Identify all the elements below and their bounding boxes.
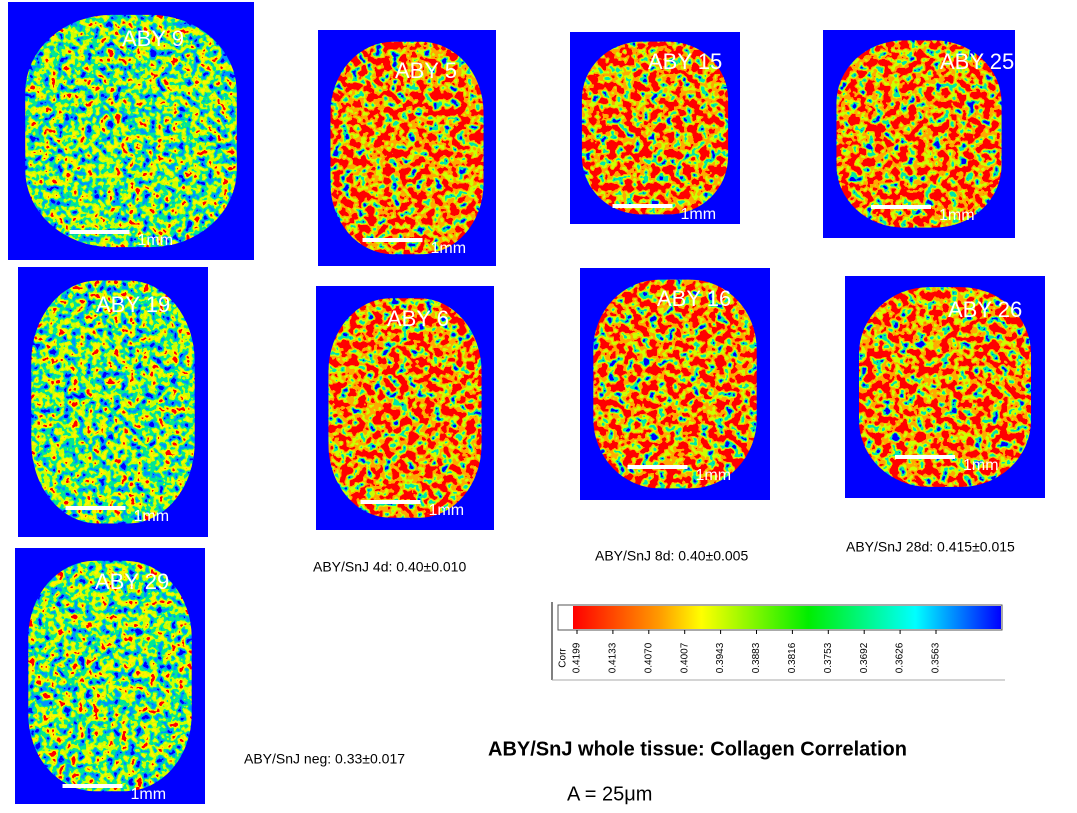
colorbar-ticks: 0.4199 0.4133 0.4070 0.4007 0.3943 0.3883 0.38… <box>572 630 942 673</box>
caption: ABY/SnJ 28d: 0.415±0.015 <box>846 539 1015 555</box>
title: ABY/SnJ whole tissue: Collagen Correlati… <box>488 738 907 760</box>
tissue-map <box>593 280 756 489</box>
colorbar: Corr 0.4199 0.4133 0.4070 0.4007 0.3943 0.388… <box>552 602 1005 680</box>
tissue-panel: ABY 26 1mm <box>845 276 1045 498</box>
tissue-panel: ABY 6 1mm <box>316 286 494 530</box>
tissue-panel: ABY 19 1mm <box>18 267 208 537</box>
colorbar-tick-label: 0.3883 <box>751 642 762 673</box>
colorbar-tick-label: 0.3943 <box>715 642 726 673</box>
panel-label: ABY 15 <box>648 49 722 74</box>
tissue-panel: ABY 16 1mm <box>580 268 770 500</box>
colorbar-tick-label: 0.3816 <box>787 642 798 673</box>
scale-label: 1mm <box>696 467 732 484</box>
tissue-panel: ABY 25 1mm <box>823 30 1015 238</box>
tissue-panel: ABY 9 1mm <box>8 2 254 260</box>
scale-label: 1mm <box>431 240 467 257</box>
colorbar-label: Corr <box>558 648 569 668</box>
scale-label: 1mm <box>939 207 975 224</box>
colorbar-tick-label: 0.3753 <box>823 642 834 673</box>
page: {"panels": [ {"label": "ABY 9", "scale_l… <box>0 0 1077 813</box>
scale-label: 1mm <box>963 457 999 474</box>
panels: ABY 9 1mm ABY 19 1mm ABY 29 1mm ABY 5 1mm ABY 6 1… <box>8 2 1045 804</box>
scale-label: 1mm <box>138 232 174 249</box>
panel-label: ABY 16 <box>657 286 731 311</box>
tissue-map <box>31 281 194 524</box>
tissue-panel: ABY 5 1mm <box>318 30 496 266</box>
figure: ABY 9 1mm ABY 19 1mm ABY 29 1mm ABY 5 1mm ABY 6 1… <box>0 0 1077 813</box>
caption: ABY/SnJ 4d: 0.40±0.010 <box>313 559 466 575</box>
panel-label: ABY 25 <box>940 49 1014 74</box>
panel-label: ABY 26 <box>948 297 1022 322</box>
colorbar-tick-label: 0.4199 <box>572 642 583 673</box>
colorbar-gradient <box>573 606 1001 629</box>
panel-label: ABY 6 <box>387 306 449 331</box>
colorbar-tick-label: 0.4007 <box>679 642 690 673</box>
caption: ABY/SnJ 8d: 0.40±0.005 <box>595 548 748 564</box>
panel-label: ABY 9 <box>122 26 184 51</box>
scale-label: 1mm <box>131 786 167 803</box>
tissue-panel: ABY 15 1mm <box>570 32 740 224</box>
panel-label: ABY 29 <box>95 569 169 594</box>
colorbar-tick-label: 0.3626 <box>895 642 906 673</box>
panel-label: ABY 5 <box>395 58 457 83</box>
note: A = 25μm <box>567 783 652 805</box>
tissue-map <box>328 298 481 518</box>
scale-label: 1mm <box>429 502 465 519</box>
caption: ABY/SnJ neg: 0.33±0.017 <box>244 751 405 767</box>
scale-label: 1mm <box>134 508 170 525</box>
tissue-map <box>28 561 191 791</box>
tissue-panel: ABY 29 1mm <box>15 548 205 804</box>
scale-label: 1mm <box>681 206 717 223</box>
colorbar-tick-label: 0.4133 <box>608 642 619 673</box>
panel-label: ABY 19 <box>96 292 170 317</box>
colorbar-tick-label: 0.3692 <box>859 642 870 673</box>
colorbar-tick-label: 0.4070 <box>643 642 654 673</box>
colorbar-tick-label: 0.3563 <box>931 642 942 673</box>
